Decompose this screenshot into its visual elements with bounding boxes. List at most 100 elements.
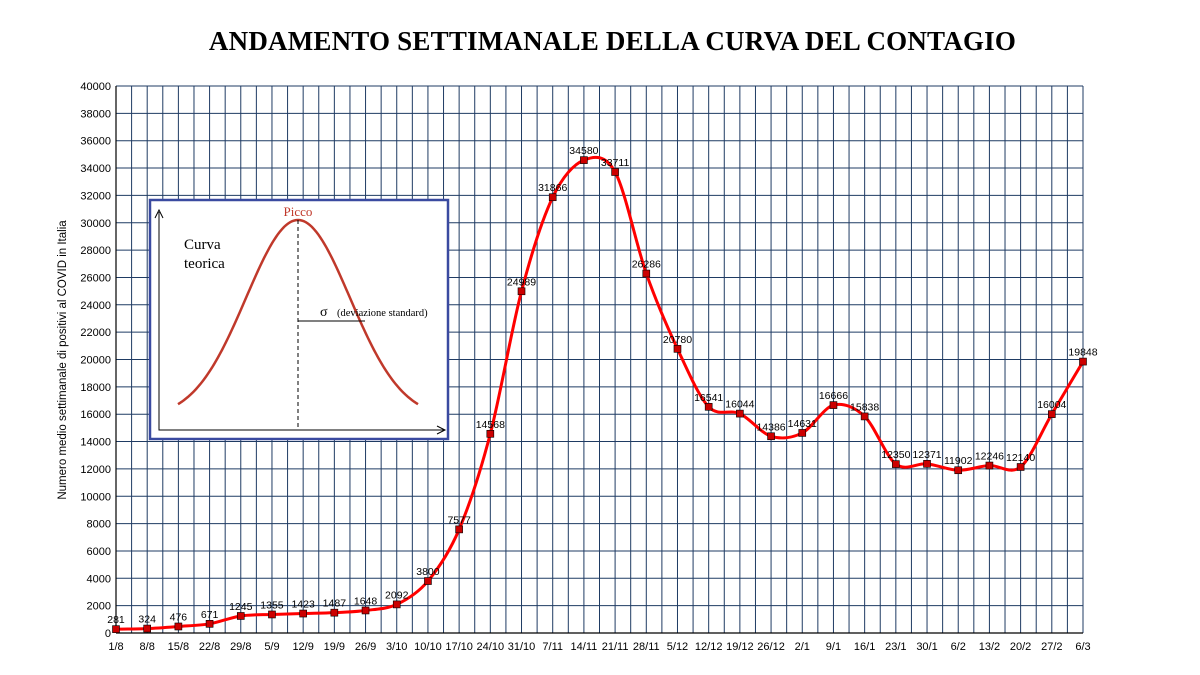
x-tick-label: 24/10 [477,641,505,653]
peak-label: Picco [284,204,313,219]
data-label: 3800 [416,566,440,578]
x-tick-label: 15/8 [168,641,189,653]
data-point [268,610,276,619]
x-tick-label: 14/11 [571,641,598,653]
data-label: 7577 [447,514,471,526]
data-label: 16004 [1037,399,1066,411]
x-tick-label: 21/11 [602,641,629,653]
x-tick-label: 7/11 [542,641,563,653]
sigma-label: (deviazione standard) [337,308,428,319]
data-point [954,466,963,475]
y-tick-label: 2000 [87,601,111,613]
data-point [236,612,245,620]
x-axis-ticks: 1/8 8/8 15/8 22/8 29/8 5/9 12/9 19/9 26/9 3/10 10/… [108,641,1090,653]
data-label: 33711 [601,157,630,169]
data-label: 20780 [663,334,692,346]
y-tick-label: 24000 [80,300,111,312]
data-label: 281 [107,614,125,626]
x-tick-label: 6/2 [951,641,966,653]
y-tick-label: 26000 [80,272,111,284]
x-tick-label: 5/12 [667,641,688,653]
y-tick-label: 16000 [80,409,111,421]
x-tick-label: 12/12 [695,641,723,653]
data-point [517,287,526,296]
data-point [143,624,151,633]
data-label: 1355 [260,599,284,611]
data-label: 19848 [1068,347,1097,359]
y-tick-label: 14000 [80,437,111,449]
data-point [486,429,495,438]
series-line [115,155,1085,631]
x-tick-label: 13/2 [979,641,1000,653]
x-tick-label: 27/2 [1041,641,1062,653]
data-point [424,577,432,585]
y-tick-label: 32000 [80,190,111,202]
data-point [767,432,775,441]
x-tick-label: 16/1 [854,641,875,653]
data-point [548,193,557,202]
data-point [798,429,807,437]
x-tick-label: 8/8 [140,641,155,653]
data-point [299,609,307,618]
x-tick-label: 26/9 [355,641,376,653]
x-tick-label: 30/1 [916,641,937,653]
data-point [1079,357,1087,366]
data-point [580,156,588,164]
data-point [611,168,619,176]
data-point [642,269,651,278]
data-point [892,460,900,468]
data-label: 324 [138,614,156,626]
y-tick-label: 36000 [80,136,111,148]
data-point [330,608,339,617]
data-point [205,620,214,628]
data-label: 24989 [507,276,536,288]
sigma-symbol: σ [320,305,328,320]
y-tick-label: 30000 [80,218,111,230]
data-label: 12140 [1006,452,1035,464]
theoretical-curve-inset: Picco Curva teorica σ (deviazione standa… [148,198,450,441]
y-tick-label: 38000 [80,108,111,120]
y-tick-label: 18000 [80,382,111,394]
data-label: 16541 [694,392,723,404]
y-tick-label: 34000 [80,163,111,175]
y-tick-label: 40000 [80,81,111,93]
data-label: 15838 [850,401,879,413]
data-label: 11902 [944,455,973,467]
y-axis-label: Numero medio settimanale di positivi al … [57,220,69,500]
x-tick-label: 29/8 [230,641,251,653]
data-point [1016,463,1025,471]
data-labels: 281 324 476 671 1245 1355 1423 1487 1648 2092 3800… [107,145,1098,626]
data-point [923,460,931,468]
data-point [174,622,183,631]
data-point [736,409,744,418]
data-label: 476 [170,611,188,623]
x-tick-label: 12/9 [292,641,313,653]
x-tick-label: 3/10 [386,641,407,653]
series-line-path [115,155,1085,631]
data-point [455,525,463,534]
chart-title: ANDAMENTO SETTIMANALE DELLA CURVA DEL CO… [208,26,1017,56]
data-label: 12350 [881,449,910,461]
data-label: 1487 [323,598,347,610]
data-point [1048,410,1056,418]
y-tick-label: 22000 [80,327,111,339]
data-point [860,412,869,421]
series-markers [112,156,1087,633]
inset-frame [148,198,450,441]
data-label: 1245 [229,601,253,613]
x-tick-label: 2/1 [795,641,810,653]
y-tick-label: 12000 [80,464,111,476]
y-tick-label: 28000 [80,245,111,257]
y-tick-label: 6000 [87,546,111,558]
data-label: 14386 [756,421,785,433]
inset-x-arrow [436,425,447,435]
data-label: 14568 [476,419,505,431]
x-tick-label: 17/10 [445,641,473,653]
data-label: 34580 [569,145,598,157]
x-tick-label: 19/9 [324,641,345,653]
data-point [392,600,401,609]
inset-axes [158,212,444,431]
data-point [361,606,370,615]
data-point [112,625,120,633]
